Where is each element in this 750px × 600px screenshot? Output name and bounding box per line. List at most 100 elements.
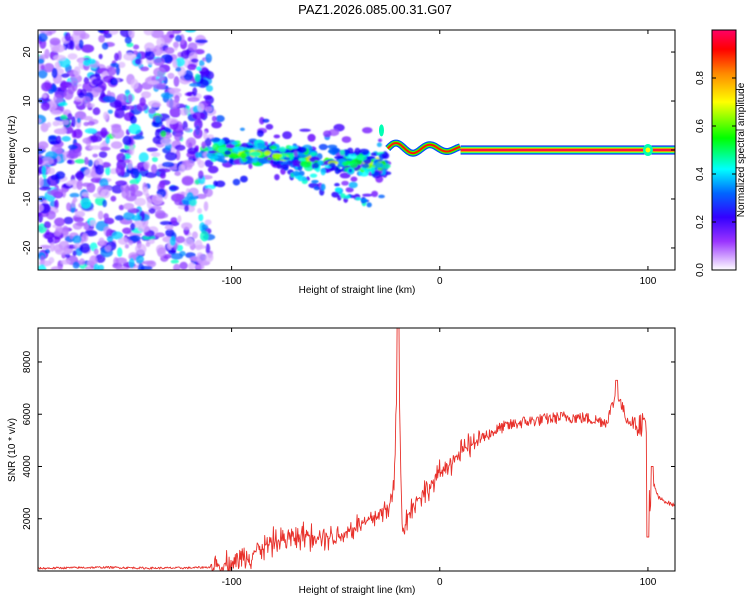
snr-y-tick-label: 4000 — [22, 455, 33, 478]
snr-x-tick-label: 0 — [437, 577, 443, 588]
noise-blob — [111, 231, 124, 240]
noise-blob — [50, 188, 64, 197]
spectrogram-y-label: Frequency (Hz) — [7, 116, 18, 185]
noise-blob — [167, 72, 175, 79]
noise-blob — [107, 109, 114, 114]
noise-blob — [102, 95, 116, 103]
drift-blob — [331, 147, 341, 153]
noise-blob — [164, 152, 178, 161]
noise-blob — [111, 184, 124, 194]
noise-blob — [200, 67, 210, 78]
noise-blob — [67, 113, 73, 121]
noise-blob — [43, 62, 55, 73]
noise-blob — [100, 127, 108, 139]
noise-blob — [146, 147, 159, 152]
noise-blob — [66, 152, 79, 160]
noise-blob — [151, 156, 158, 163]
noise-blob — [82, 96, 91, 105]
noise-blob — [61, 126, 67, 135]
colorbar-ticks: 0.0 0.2 0.4 0.6 0.8 — [695, 71, 736, 277]
noise-blob — [104, 245, 112, 252]
noise-blob — [187, 63, 197, 71]
tail-blob — [361, 198, 368, 203]
noise-blob — [90, 177, 102, 183]
drift-blob — [309, 152, 318, 157]
snr-x-tick-label: -100 — [222, 577, 242, 588]
noise-blob — [84, 128, 97, 134]
spectrogram-marks — [38, 30, 675, 270]
noise-blob — [122, 135, 132, 146]
noise-blob — [60, 73, 70, 78]
noise-blob — [165, 117, 179, 125]
noise-blob — [193, 128, 203, 139]
tail-blob — [298, 170, 305, 177]
noise-blob — [123, 202, 135, 210]
noise-blob — [194, 73, 201, 83]
noise-blob — [129, 144, 135, 156]
noise-blob — [129, 234, 141, 242]
noise-blob — [128, 257, 135, 269]
noise-blob — [154, 116, 162, 123]
drift-blob — [318, 143, 328, 151]
drift-blob — [299, 128, 311, 132]
noise-blob — [53, 54, 67, 61]
drift-blob — [231, 141, 239, 146]
noise-blob — [43, 231, 55, 240]
noise-blob — [58, 240, 70, 251]
noise-blob — [78, 92, 85, 99]
noise-blob — [92, 153, 98, 158]
noise-blob — [164, 224, 174, 230]
noise-blob — [157, 247, 166, 258]
noise-blob — [38, 264, 47, 270]
drift-blob — [345, 187, 354, 193]
spec-y-tick-label: 20 — [22, 46, 33, 58]
noise-blob — [109, 77, 118, 86]
noise-blob — [105, 228, 114, 239]
spec-x-tick-label: 0 — [437, 276, 443, 287]
noise-blob — [145, 193, 150, 201]
drift-blob — [317, 160, 324, 166]
drift-blob — [256, 129, 264, 137]
snr-panel: -100 0 100 2000 4000 6000 8000 Height of strai… — [7, 327, 676, 596]
noise-blob — [106, 66, 117, 76]
drift-blob — [239, 175, 248, 183]
noise-blob — [156, 37, 165, 48]
noise-blob — [135, 243, 147, 255]
noise-blob — [38, 212, 42, 217]
noise-blob — [169, 106, 181, 118]
noise-blob — [51, 67, 58, 79]
noise-blob — [139, 96, 146, 107]
noise-blob — [81, 192, 90, 197]
noise-blob — [114, 215, 124, 221]
noise-blob — [172, 41, 180, 48]
noise-blob — [38, 32, 48, 43]
noise-blob — [80, 30, 86, 39]
noise-blob — [115, 164, 125, 176]
drift-blob — [323, 130, 332, 138]
colorbar-gradient — [712, 30, 736, 270]
noise-blob — [98, 151, 108, 158]
noise-blob — [203, 188, 213, 198]
drift-blob — [240, 152, 247, 159]
noise-blob — [174, 171, 181, 176]
noise-blob — [72, 250, 77, 257]
noise-blob — [69, 192, 80, 198]
noise-blob — [43, 221, 52, 229]
noise-blob — [179, 261, 188, 270]
noise-blob — [132, 44, 140, 50]
noise-blob — [196, 193, 207, 200]
noise-blob — [125, 105, 135, 110]
drift-blob — [378, 194, 385, 199]
noise-blob — [75, 221, 86, 227]
noise-blob — [193, 48, 205, 55]
noise-blob — [123, 52, 136, 61]
noise-blob — [49, 37, 61, 46]
noise-blob — [89, 255, 98, 266]
noise-blob — [83, 115, 93, 121]
noise-blob — [89, 219, 97, 227]
noise-blob — [115, 64, 120, 76]
snr-plot-area — [38, 328, 675, 571]
drift-blob — [207, 155, 219, 160]
noise-blob — [64, 32, 71, 42]
noise-blob — [67, 84, 75, 95]
